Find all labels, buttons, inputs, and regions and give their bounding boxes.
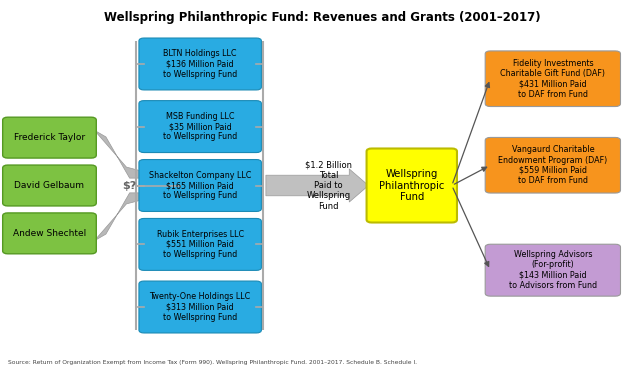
Text: Frederick Taylor: Frederick Taylor	[14, 133, 85, 142]
Text: Wellspring Advisors
(For-profit)
$143 Million Paid
to Advisors from Fund: Wellspring Advisors (For-profit) $143 Mi…	[509, 250, 597, 290]
Text: David Gelbaum: David Gelbaum	[14, 181, 84, 190]
Text: Source: Return of Organization Exempt from Income Tax (Form 990). Wellspring Phi: Source: Return of Organization Exempt fr…	[8, 360, 417, 365]
Text: Rubik Enterprises LLC
$551 Million Paid
to Wellspring Fund: Rubik Enterprises LLC $551 Million Paid …	[156, 230, 243, 259]
FancyBboxPatch shape	[366, 148, 457, 223]
Polygon shape	[266, 169, 368, 202]
Text: MSB Funding LLC
$35 Million Paid
to Wellspring Fund: MSB Funding LLC $35 Million Paid to Well…	[163, 112, 237, 141]
FancyBboxPatch shape	[139, 219, 261, 270]
Text: Twenty-One Holdings LLC
$313 Million Paid
to Wellspring Fund: Twenty-One Holdings LLC $313 Million Pai…	[149, 292, 251, 322]
Text: Vangaurd Charitable
Endowment Program (DAF)
$559 Million Paid
to DAF from Fund: Vangaurd Charitable Endowment Program (D…	[498, 145, 607, 186]
Text: Andew Shechtel: Andew Shechtel	[13, 229, 86, 238]
FancyBboxPatch shape	[485, 137, 620, 193]
Text: BLTN Holdings LLC
$136 Million Paid
to Wellspring Fund: BLTN Holdings LLC $136 Million Paid to W…	[163, 49, 237, 79]
Text: Shackelton Company LLC
$165 Million Paid
to Wellspring Fund: Shackelton Company LLC $165 Million Paid…	[149, 171, 251, 200]
Text: $?: $?	[122, 181, 137, 190]
FancyBboxPatch shape	[3, 213, 97, 254]
FancyBboxPatch shape	[485, 51, 620, 106]
FancyBboxPatch shape	[3, 117, 97, 158]
FancyBboxPatch shape	[139, 38, 261, 90]
FancyBboxPatch shape	[3, 165, 97, 206]
FancyBboxPatch shape	[139, 160, 261, 211]
Text: Fidelity Investments
Charitable Gift Fund (DAF)
$431 Million Paid
to DAF from Fu: Fidelity Investments Charitable Gift Fun…	[500, 59, 605, 99]
Text: $1.2 Billion
Total
Paid to
Wellspring
Fund: $1.2 Billion Total Paid to Wellspring Fu…	[305, 160, 352, 211]
FancyBboxPatch shape	[139, 101, 261, 152]
FancyBboxPatch shape	[485, 244, 620, 296]
Text: Wellspring Philanthropic Fund: Revenues and Grants (2001–2017): Wellspring Philanthropic Fund: Revenues …	[104, 11, 540, 24]
Polygon shape	[95, 130, 180, 241]
FancyBboxPatch shape	[139, 281, 261, 333]
Text: Wellspring
Philanthropic
Fund: Wellspring Philanthropic Fund	[379, 169, 444, 202]
